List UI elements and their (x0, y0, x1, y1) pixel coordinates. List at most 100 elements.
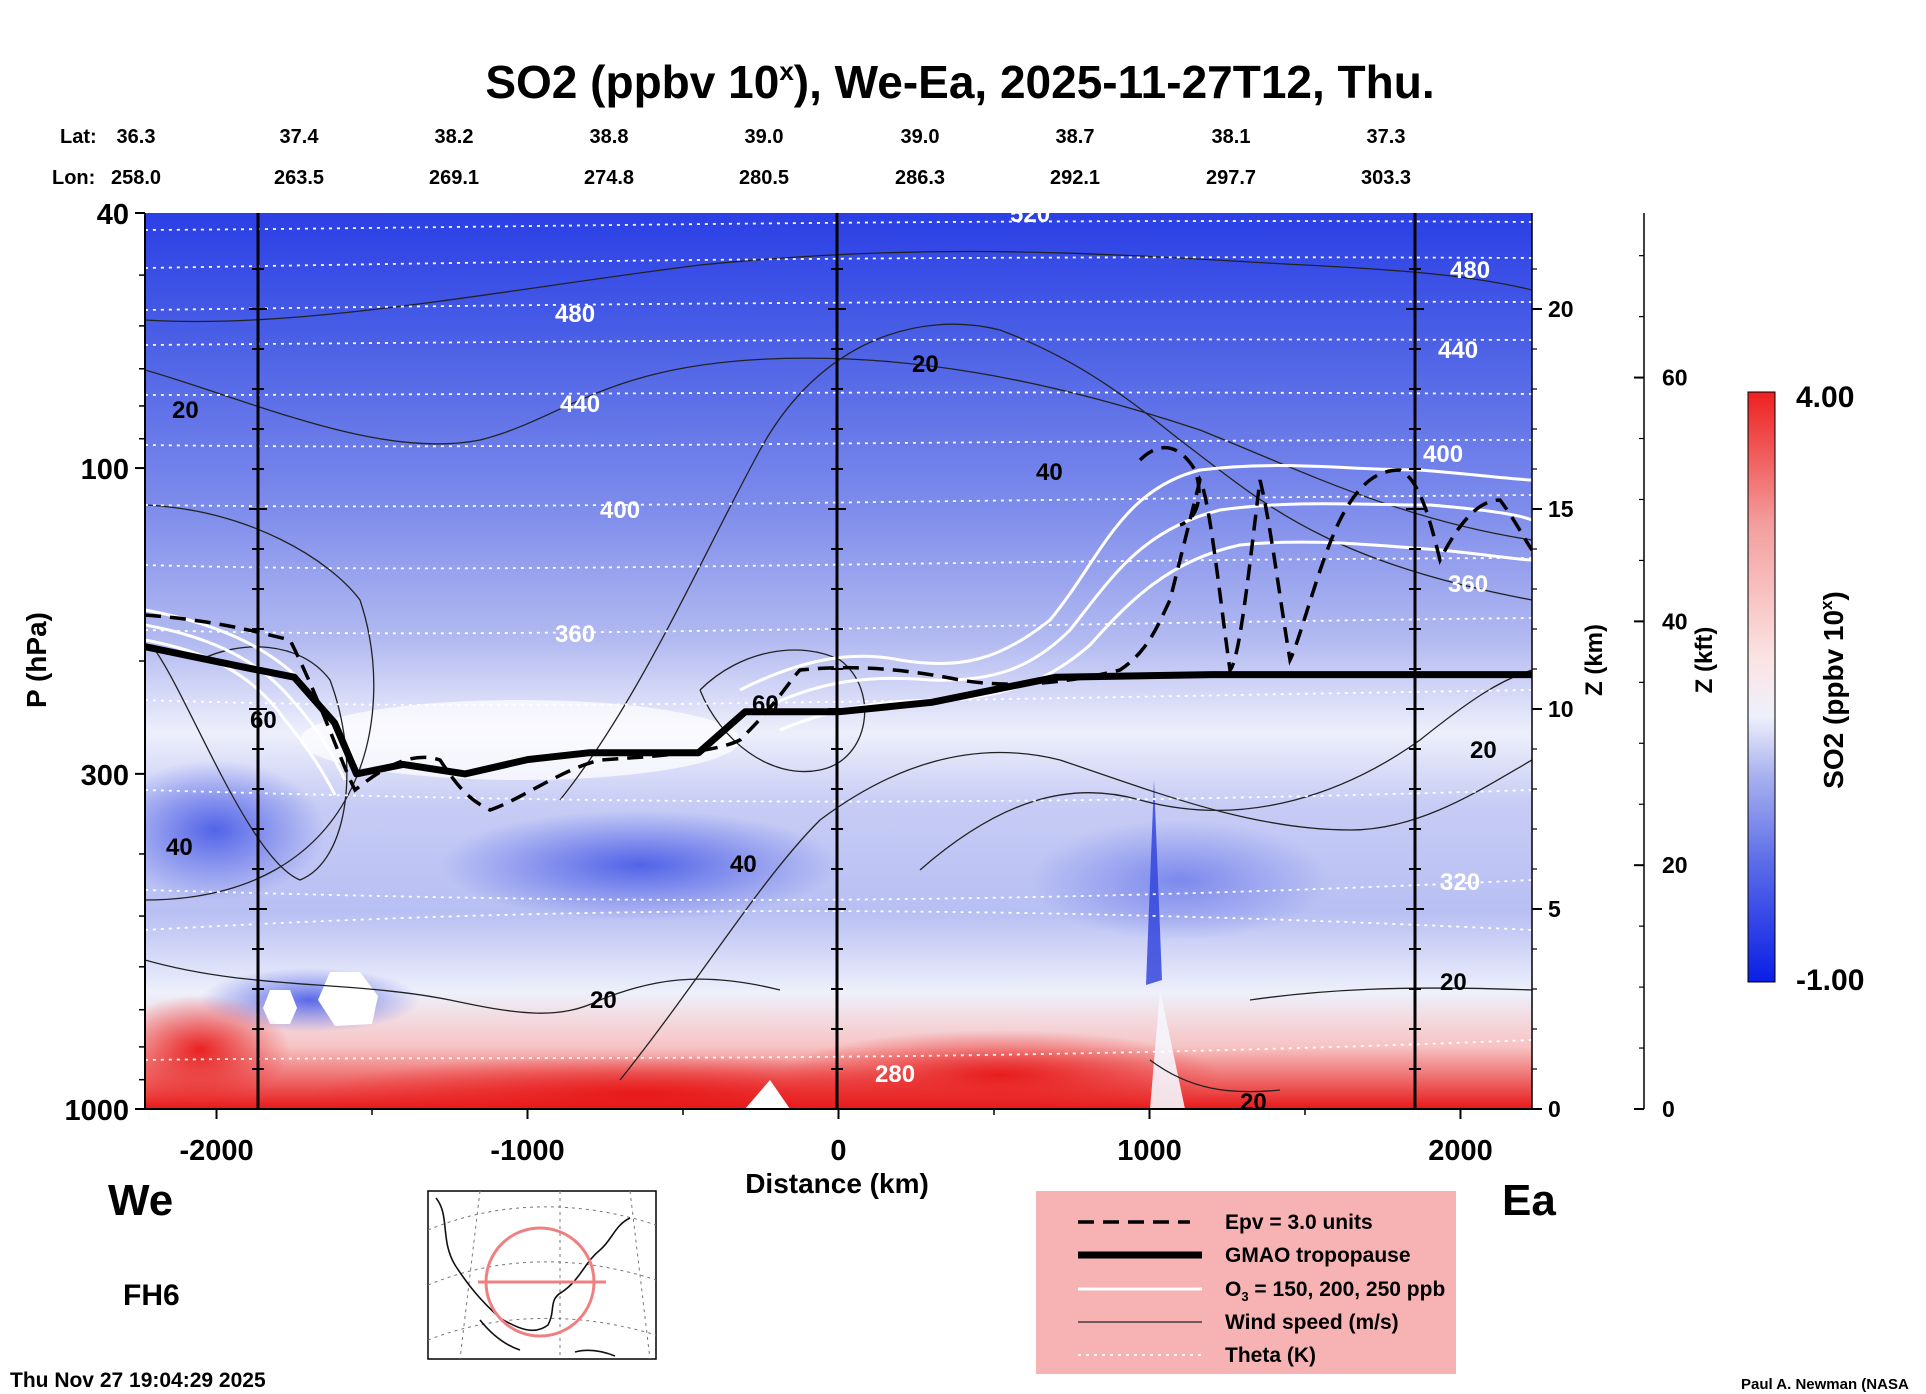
lon-value: 263.5 (274, 167, 324, 189)
y-tick-label: 40 (97, 199, 129, 231)
wind-label: 20 (1440, 969, 1467, 996)
surface-red-west (145, 995, 290, 1105)
z-km-tick-label: 5 (1548, 896, 1561, 922)
y-tick-label: 1000 (64, 1095, 129, 1127)
colorbar-min-label: -1.00 (1796, 964, 1864, 997)
wind-speed-contours (145, 250, 1532, 1093)
chart-title: SO2 (ppbv 10x), We-Ea, 2025-11-27T12, Th… (485, 56, 1434, 108)
colorbar: 4.00 -1.00 SO2 (ppbv 10x) (1747, 381, 1864, 997)
theta-label: 440 (560, 391, 600, 418)
z-km-axis: 20 15 10 5 0 (1532, 268, 1574, 1122)
epv-contour-main (145, 468, 1532, 812)
gmao-tropopause (145, 643, 1532, 778)
z-km-axis-label: Z (km) (1581, 624, 1608, 696)
theta-labels: 520 480 480 440 440 400 400 360 360 320 … (555, 201, 1490, 1088)
lat-value: 38.7 (1056, 126, 1095, 148)
lon-header-label: Lon: (52, 167, 95, 189)
y-axis-label: P (hPa) (21, 612, 52, 708)
wind-label: 40 (166, 834, 193, 861)
lon-value: 297.7 (1206, 167, 1256, 189)
wind-label: 20 (590, 987, 617, 1014)
wind-label: 40 (1036, 459, 1063, 486)
legend-tropopause-label: GMAO tropopause (1225, 1244, 1411, 1267)
lat-value: 38.8 (590, 126, 629, 148)
lon-value: 280.5 (739, 167, 789, 189)
legend-ozone-label: O3 = 150, 200, 250 ppb (1225, 1278, 1445, 1304)
mid-blue-patch-east (1030, 820, 1330, 940)
colorbar-label: SO2 (ppbv 10x) (1817, 591, 1849, 789)
wind-contour-20-mid (919, 669, 1532, 871)
wind-contour-20-upper (145, 250, 1532, 323)
field-features (145, 700, 1330, 1109)
x-tick-label: -2000 (179, 1135, 253, 1167)
theta-label: 480 (1450, 257, 1490, 284)
wind-label: 60 (752, 691, 779, 718)
reference-lines (256, 213, 1417, 1109)
theta-label: 360 (1448, 571, 1488, 598)
theta-label: 360 (555, 621, 595, 648)
wind-label: 20 (172, 397, 199, 424)
wind-label: 20 (1240, 1089, 1267, 1116)
upper-white-band-west (300, 700, 740, 780)
theta-contour (145, 338, 1532, 346)
legend-theta-label: Theta (K) (1225, 1344, 1316, 1367)
theta-contour (145, 300, 1532, 311)
z-kft-tick-label: 60 (1662, 365, 1688, 391)
theta-contour (145, 391, 1532, 396)
legend: Epv = 3.0 units GMAO tropopause O3 = 150… (1036, 1191, 1456, 1374)
x-tick-label: 0 (830, 1135, 846, 1167)
z-km-tick-label: 0 (1548, 1096, 1561, 1122)
lat-value: 37.4 (280, 126, 320, 148)
mid-blue-patch-center (440, 810, 840, 920)
theta-label: 440 (1438, 337, 1478, 364)
lon-value: 269.1 (429, 167, 479, 189)
epv-contours (145, 445, 1532, 812)
x-tick-label: 1000 (1117, 1135, 1182, 1167)
wind-label: 40 (730, 851, 757, 878)
z-km-tick-label: 15 (1548, 496, 1574, 522)
blue-plume (1146, 780, 1162, 985)
x-tick-label: -1000 (490, 1135, 564, 1167)
theta-contour (145, 689, 1532, 706)
z-kft-tick-label: 20 (1662, 852, 1688, 878)
wind-contour-20-east-low (1249, 987, 1532, 1001)
theta-contours (145, 220, 1532, 1061)
theta-contour (145, 617, 1532, 635)
lon-values: 258.0 263.5 269.1 274.8 280.5 286.3 292.1 297.7… (111, 167, 1411, 189)
z-kft-axis-label: Z (kft) (1691, 627, 1718, 694)
wind-contour-20-low (145, 959, 781, 1014)
z-kft-axis: 60 40 20 0 (1634, 213, 1688, 1122)
theta-label: 480 (555, 301, 595, 328)
wind-contour-40-mid (619, 751, 1532, 1081)
x-axis: -2000 -1000 0 1000 2000 (145, 1108, 1532, 1167)
wind-labels: 20 20 40 60 60 40 40 20 20 20 20 (166, 351, 1497, 1116)
lon-value: 303.3 (1361, 167, 1411, 189)
white-hole-large (318, 972, 378, 1026)
theta-contour (145, 910, 1532, 931)
theta-contour (145, 1039, 1532, 1061)
theta-label: 400 (600, 497, 640, 524)
theta-contour (145, 439, 1532, 448)
theta-contour (145, 494, 1532, 508)
colorbar-max-label: 4.00 (1796, 381, 1854, 414)
z-kft-tick-label: 40 (1662, 608, 1688, 634)
theta-contour (145, 220, 1532, 231)
x-tick-label: 2000 (1428, 1135, 1493, 1167)
timestamp: Thu Nov 27 19:04:29 2025 (10, 1369, 266, 1392)
wind-label: 20 (1470, 737, 1497, 764)
lon-value: 258.0 (111, 167, 161, 189)
z-km-tick-label: 20 (1548, 296, 1574, 322)
ozone-contour-200 (145, 502, 1532, 781)
lat-value: 38.1 (1212, 126, 1251, 148)
y-tick-label: 100 (81, 454, 129, 486)
mid-blue-patch-west (145, 760, 325, 900)
locator-map (427, 1190, 657, 1360)
theta-contour (145, 557, 1532, 570)
lon-value: 292.1 (1050, 167, 1100, 189)
surface-red-east (780, 1030, 1220, 1109)
wind-contour-60-center (699, 649, 866, 773)
theta-contour (145, 789, 1532, 803)
surface-white-notch (745, 1080, 790, 1109)
wind-contour-20-upper-b (145, 357, 1532, 541)
